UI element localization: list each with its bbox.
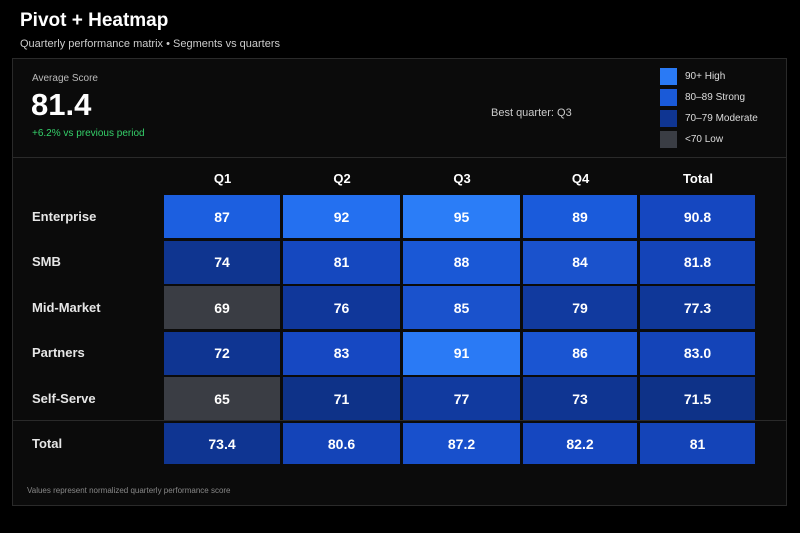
column-header: Q1 [213, 171, 232, 186]
heat-cell: 73 [523, 377, 637, 421]
heat-cell: 71 [283, 377, 400, 421]
legend-label: <70 Low [685, 134, 724, 145]
kpi-change: +6.2% vs previous period [32, 128, 145, 139]
row-label: Mid-Market [32, 299, 101, 315]
row-label: Total [32, 435, 63, 451]
heat-cell: 72 [164, 331, 280, 375]
legend-label: 90+ High [685, 71, 726, 82]
title: Pivot + Heatmap [20, 10, 169, 31]
legend-label: 80–89 Strong [685, 92, 746, 103]
legend-swatch [660, 89, 677, 106]
heat-cell: 90.8 [640, 195, 755, 238]
heat-cell: 77.3 [640, 286, 755, 330]
kpi-label: Average Score [32, 73, 98, 84]
heat-cell: 85 [403, 286, 520, 330]
column-header: Q3 [453, 171, 471, 186]
heat-cell: 87.2 [403, 423, 520, 464]
heat-cell: 86 [523, 331, 637, 375]
best-quarter: Best quarter: Q3 [491, 107, 572, 119]
heat-cell: 81 [640, 423, 755, 464]
column-header: Q2 [333, 171, 351, 186]
footer-note: Values represent normalized quarterly pe… [27, 486, 231, 495]
heat-cell: 80.6 [283, 423, 400, 464]
heat-cell: 81.8 [640, 240, 755, 284]
row-label: SMB [32, 254, 61, 270]
heat-cell: 77 [403, 377, 520, 421]
heat-cell: 84 [523, 240, 637, 284]
heat-cell: 81 [283, 240, 400, 284]
heat-cell: 79 [523, 286, 637, 330]
divider [12, 420, 787, 421]
heat-cell: 76 [283, 286, 400, 330]
heat-cell: 82.2 [523, 423, 637, 464]
heat-cell: 83.0 [640, 331, 755, 375]
heat-cell: 88 [403, 240, 520, 284]
kpi-value: 81.4 [31, 87, 92, 122]
heat-cell: 92 [283, 195, 400, 238]
divider [12, 157, 787, 158]
heat-cell: 74 [164, 240, 280, 284]
heat-cell: 83 [283, 331, 400, 375]
column-header: Q4 [571, 171, 590, 186]
heat-cell: 71.5 [640, 377, 755, 421]
legend-swatch [660, 68, 677, 85]
heat-cell: 89 [523, 195, 637, 238]
heat-cell: 65 [164, 377, 280, 421]
legend-swatch [660, 131, 677, 148]
heat-cell: 95 [403, 195, 520, 238]
row-label: Self-Serve [32, 390, 96, 406]
heat-cell: 91 [403, 331, 520, 375]
heat-cell: 69 [164, 286, 280, 330]
subtitle: Quarterly performance matrix • Segments … [20, 38, 280, 50]
legend-swatch [660, 110, 677, 127]
heat-cell: 87 [164, 195, 280, 238]
column-header: Total [682, 171, 714, 186]
row-label: Enterprise [32, 208, 97, 224]
heat-cell: 73.4 [164, 423, 280, 464]
legend-label: 70–79 Moderate [685, 113, 758, 124]
row-label: Partners [32, 345, 85, 361]
